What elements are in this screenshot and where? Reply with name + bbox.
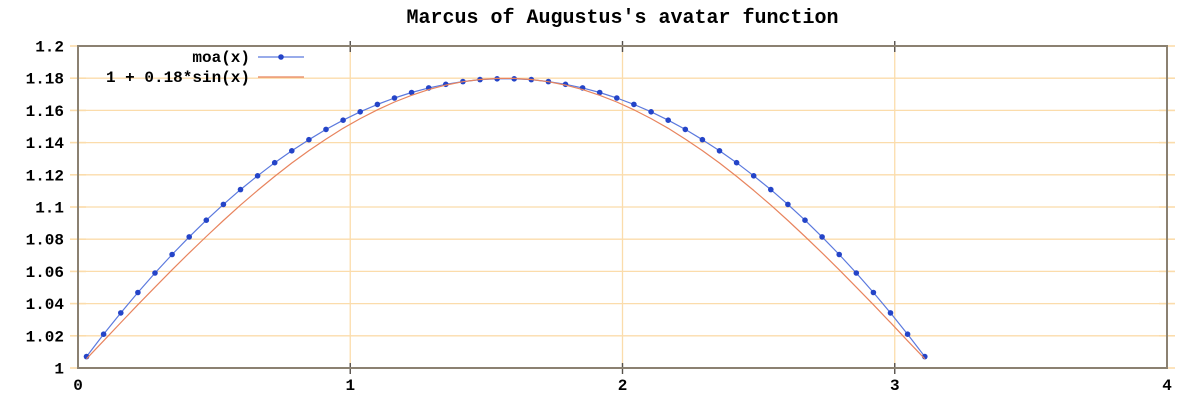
series-point — [648, 109, 654, 115]
x-tick-label: 1 — [345, 377, 355, 395]
series-point — [323, 126, 329, 133]
series-point — [306, 136, 312, 143]
legend-label-0: moa(x) — [192, 49, 250, 67]
series-point — [203, 217, 210, 223]
series-point — [289, 148, 295, 154]
series-point — [716, 148, 723, 154]
series-point — [887, 310, 894, 316]
series-point — [391, 95, 398, 101]
series-point — [152, 270, 158, 276]
x-tick-label: 4 — [1162, 377, 1172, 395]
series-point — [665, 117, 671, 123]
series-point — [100, 331, 107, 338]
y-tick-label: 1.14 — [26, 135, 65, 153]
series-point — [237, 186, 244, 193]
series-point — [870, 289, 877, 296]
x-tick-label: 3 — [890, 377, 900, 395]
series-point — [118, 310, 124, 316]
legend-sample-point-0 — [278, 54, 284, 60]
series-point — [904, 331, 911, 338]
series-point — [819, 234, 825, 240]
y-tick-label: 1.06 — [26, 264, 64, 282]
series-point — [785, 201, 791, 208]
y-tick-label: 1 — [54, 361, 64, 379]
y-tick-label: 1.2 — [35, 39, 64, 57]
legend-label-1: 1 + 0.18*sin(x) — [106, 69, 250, 87]
series-point — [169, 251, 175, 258]
series-point — [802, 217, 808, 223]
y-tick-label: 1.1 — [35, 200, 64, 218]
series-point — [374, 101, 381, 108]
series-point — [271, 159, 278, 166]
series-line-0 — [86, 78, 926, 357]
chart-title: Marcus of Augustus's avatar function — [406, 7, 839, 30]
series-line-1 — [86, 77, 926, 360]
y-tick-label: 1.02 — [26, 328, 64, 346]
series-point — [135, 289, 141, 296]
series-point — [408, 89, 415, 96]
x-tick-label: 0 — [73, 377, 83, 395]
series-point — [631, 101, 637, 108]
series-point — [254, 173, 261, 179]
series-point — [614, 95, 620, 101]
series-point — [340, 117, 346, 123]
x-tick-label: 2 — [618, 377, 628, 395]
series-point — [357, 109, 364, 115]
series-point — [682, 126, 689, 133]
series-point — [853, 270, 860, 276]
y-tick-label: 1.04 — [26, 296, 65, 314]
y-tick-label: 1.18 — [26, 71, 64, 89]
series-point — [596, 89, 603, 96]
series-point — [768, 186, 774, 193]
y-tick-label: 1.12 — [26, 167, 64, 185]
series-point — [699, 136, 706, 143]
y-tick-label: 1.08 — [26, 232, 64, 250]
series-point — [220, 201, 227, 208]
plot-border — [77, 45, 1168, 369]
series-point — [836, 251, 842, 258]
series-point — [733, 159, 740, 166]
series-point — [186, 234, 192, 240]
y-tick-label: 1.16 — [26, 103, 64, 121]
series-point — [750, 173, 757, 179]
